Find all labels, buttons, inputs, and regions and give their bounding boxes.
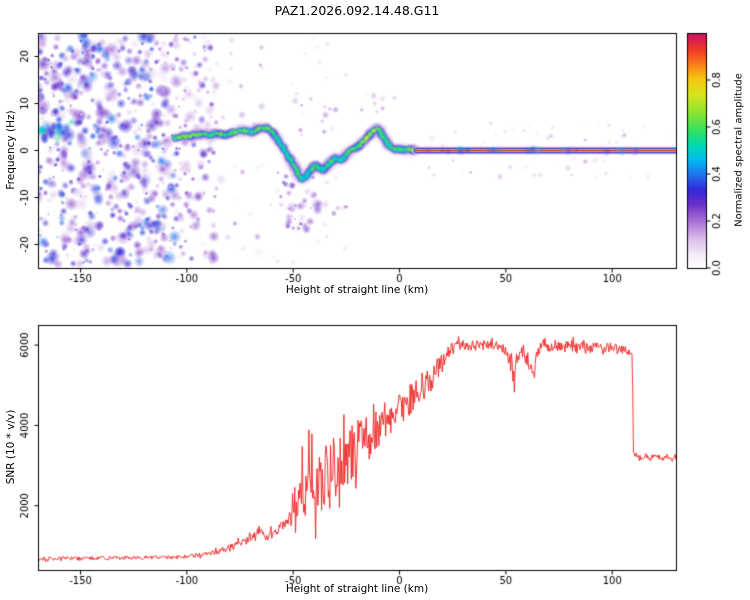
bottom-xaxis-label: Height of straight line (km) bbox=[285, 583, 429, 595]
plot-title: PAZ1.2026.092.14.48.G11 bbox=[274, 3, 440, 18]
colorbar-label: Normalized spectral amplitude bbox=[733, 73, 745, 227]
top-xaxis-label: Height of straight line (km) bbox=[285, 284, 429, 296]
top-yaxis-label: Frequency (Hz) bbox=[5, 110, 17, 190]
bottom-yaxis-label: SNR (10 * v/v) bbox=[5, 409, 17, 485]
